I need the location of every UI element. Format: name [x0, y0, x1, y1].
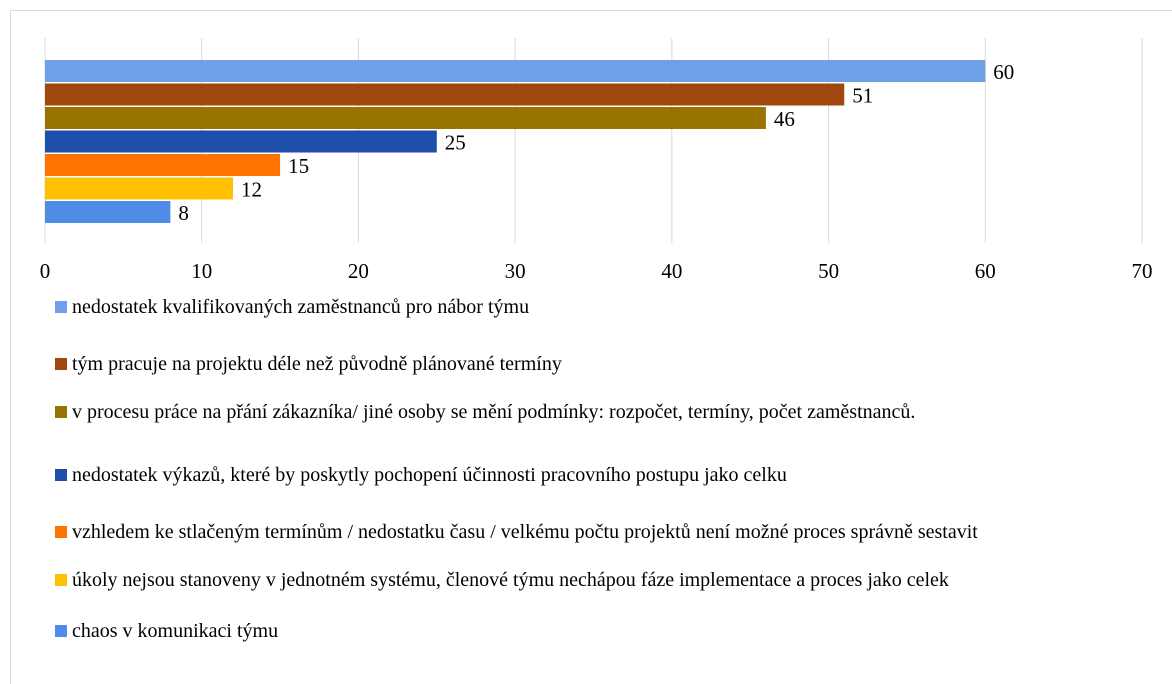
bar	[45, 154, 281, 176]
legend-swatch	[55, 574, 67, 586]
legend-item: vzhledem ke stlačeným termínům / nedosta…	[55, 520, 1145, 544]
legend-swatch	[55, 358, 67, 370]
legend-item: úkoly nejsou stanoveny v jednotném systé…	[55, 568, 1145, 592]
legend-swatch	[55, 406, 67, 418]
legend-item: chaos v komunikaci týmu	[55, 619, 1145, 643]
legend-item: nedostatek kvalifikovaných zaměstnanců p…	[55, 295, 1145, 319]
bar	[45, 60, 986, 82]
bar	[45, 130, 437, 153]
x-tick-label: 20	[348, 259, 369, 283]
legend-item: tým pracuje na projektu déle než původně…	[55, 352, 1145, 376]
data-label: 60	[993, 60, 1014, 84]
data-label: 25	[445, 130, 466, 154]
x-tick-label: 10	[191, 259, 212, 283]
data-label: 51	[852, 83, 873, 107]
x-tick-label: 0	[40, 259, 51, 283]
data-label: 46	[774, 107, 795, 131]
legend-swatch	[55, 526, 67, 538]
data-label: 15	[288, 154, 309, 178]
bar	[45, 83, 845, 106]
x-tick-label: 40	[661, 259, 682, 283]
bar	[45, 177, 234, 200]
data-label: 8	[178, 201, 189, 225]
legend-label: tým pracuje na projektu déle než původně…	[72, 353, 562, 375]
legend-label: v procesu práce na přání zákazníka/ jiné…	[72, 401, 916, 423]
data-label: 12	[241, 177, 262, 201]
legend-swatch	[55, 625, 67, 637]
x-tick-label: 60	[975, 259, 996, 283]
x-tick-label: 50	[818, 259, 839, 283]
legend-label: vzhledem ke stlačeným termínům / nedosta…	[72, 521, 978, 543]
legend-label: nedostatek kvalifikovaných zaměstnanců p…	[72, 296, 530, 318]
legend-swatch	[55, 469, 67, 481]
x-tick-label: 30	[505, 259, 526, 283]
bar	[45, 107, 766, 129]
bar	[45, 201, 171, 223]
chart-border	[10, 10, 1172, 684]
legend-label: chaos v komunikaci týmu	[72, 620, 279, 642]
x-tick-label: 70	[1132, 259, 1153, 283]
legend-item: nedostatek výkazů, které by poskytly poc…	[55, 463, 1145, 487]
legend-label: nedostatek výkazů, které by poskytly poc…	[72, 464, 787, 486]
legend-swatch	[55, 301, 67, 313]
legend-label: úkoly nejsou stanoveny v jednotném systé…	[72, 569, 949, 591]
legend-item: v procesu práce na přání zákazníka/ jiné…	[55, 400, 1145, 424]
